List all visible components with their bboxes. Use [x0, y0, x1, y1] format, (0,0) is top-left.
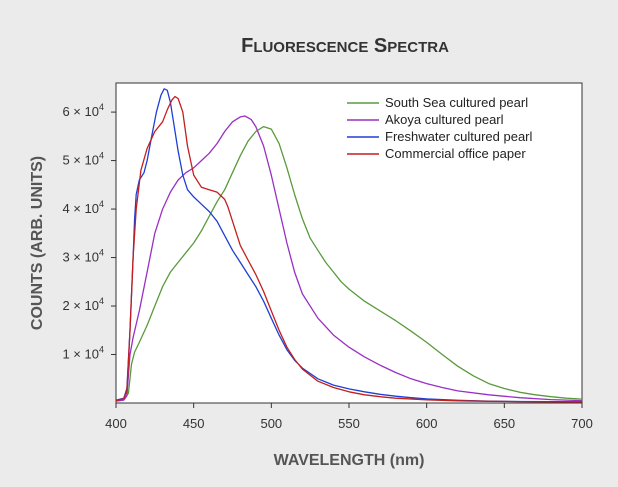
series-line-1 [115, 125, 583, 402]
y-axis: 1 × 104 2 × 104 3 × 104 4 × 104 5 × 104 6 × 1… [62, 102, 116, 362]
series-line-2 [115, 115, 583, 402]
y-tick-label: 4 × 104 [62, 199, 104, 216]
x-axis: 400 450 500 550 600 650 700 [105, 403, 593, 431]
x-tick-label: 400 [105, 416, 127, 431]
x-tick-label: 650 [493, 416, 515, 431]
x-tick-label: 700 [571, 416, 593, 431]
chart-title: FLUORESCENCE SPECTRA [241, 35, 449, 57]
series-lines [115, 88, 583, 403]
y-axis-title: COUNTS (ARB. UNITS) [29, 156, 46, 330]
y-tick-label: 3 × 104 [62, 248, 104, 265]
series-line-3 [115, 88, 583, 403]
x-tick-label: 500 [260, 416, 282, 431]
x-tick-label: 450 [183, 416, 205, 431]
y-tick-label: 1 × 104 [62, 345, 104, 362]
legend: South Sea cultured pearl Akoya cultured p… [347, 95, 533, 161]
legend-label-1: South Sea cultured pearl [385, 95, 528, 110]
legend-label-3: Freshwater cultured pearl [385, 129, 533, 144]
x-tick-label: 550 [338, 416, 360, 431]
y-tick-label: 6 × 104 [62, 102, 104, 119]
series-line-4 [115, 95, 583, 403]
y-tick-label: 2 × 104 [62, 296, 104, 313]
y-tick-label: 5 × 104 [62, 151, 104, 168]
legend-label-2: Akoya cultured pearl [385, 112, 504, 127]
x-tick-label: 600 [416, 416, 438, 431]
x-axis-title: WAVELENGTH (nm) [274, 452, 425, 469]
legend-label-4: Commercial office paper [385, 146, 526, 161]
